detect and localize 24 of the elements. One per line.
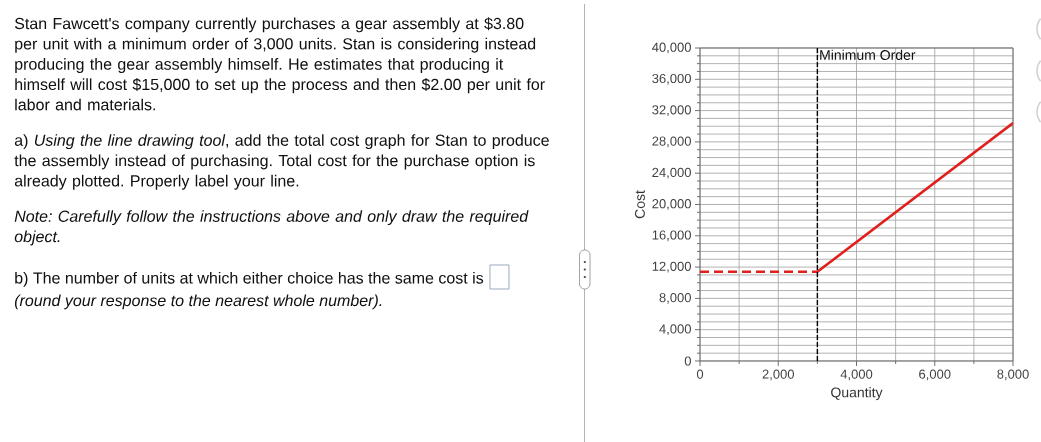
y-tick-label: 28,000 [652,136,691,148]
x-tick-label: 2,000 [762,369,795,381]
y-axis-title: Cost [634,190,645,219]
x-tick-label: 4,000 [840,369,873,381]
y-tick-label: 12,000 [652,261,691,273]
text: (round your response to the nearest whole number). [14,294,382,310]
x-tick-label: 6,000 [919,369,951,381]
y-tick-label: 0 [684,356,691,366]
x-tick-label: 0 [696,369,704,379]
x-axis-title: Quantity [831,387,883,401]
y-tick-label: 24,000 [652,167,691,179]
text: a) Using the line drawing tool, add the total cost graph for Stan to produce the assembly instead of purchasing. Total cost for the purchase option is already plotted. Properly label your line. [14,134,549,190]
x-tick-label: 8,000 [997,369,1029,381]
y-tick-label: 20,000 [652,199,691,210]
y-tick-label: 32,000 [652,105,691,116]
y-tick-label: 36,000 [652,73,691,85]
ref-line-label: Minimum Order [820,49,916,60]
text: Note: Carefully follow the instructions above and only draw the required object. [14,210,529,246]
text: Stan Fawcett's company currently purchases a gear assembly at $3.80 per unit with a minimum order of 3,000 units. Stan is considering instead producing the gear assembly himself. He estimates that producing it himself will cost $15,000 to set up the process and then $2.00 per unit for labor and materials. [14,17,545,111]
text: b) The number of units at which either choice has the same cost is [15,271,484,287]
y-tick-label: 40,000 [652,42,691,54]
y-tick-label: 16,000 [652,230,691,242]
y-tick-label: 8,000 [659,293,691,304]
y-tick-label: 4,000 [659,324,691,336]
